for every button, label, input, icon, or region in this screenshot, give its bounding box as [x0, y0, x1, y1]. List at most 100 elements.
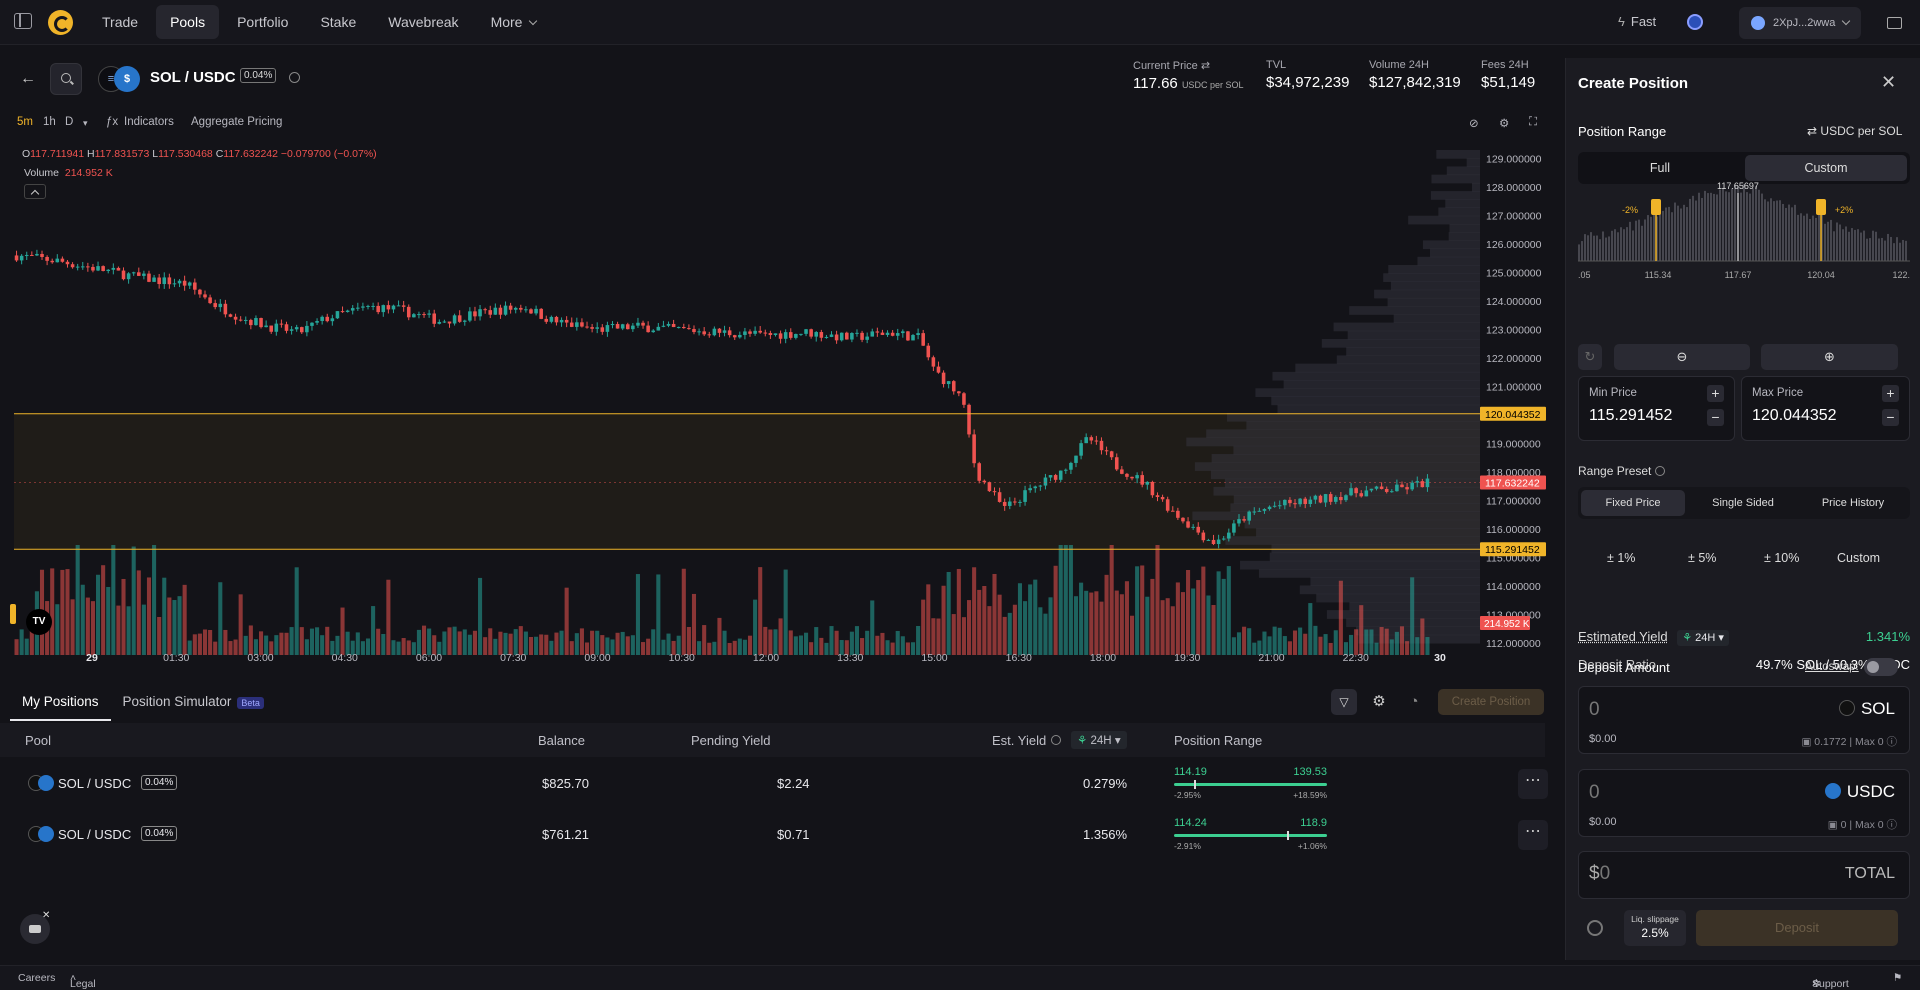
fast-mode-button[interactable]: ϟ Fast — [1618, 14, 1656, 29]
max-price-increment[interactable]: + — [1882, 385, 1899, 402]
chat-close-icon[interactable]: ✕ — [42, 910, 50, 921]
preset-5pct[interactable]: ± 5% — [1688, 551, 1716, 565]
table-row[interactable]: SOL / USDC 0.04% $825.70 $2.24 0.279% 11… — [10, 759, 1545, 809]
liquidity-profile-bar — [1246, 421, 1480, 430]
row-fee-badge: 0.04% — [141, 826, 177, 841]
nav-stake[interactable]: Stake — [306, 5, 370, 39]
yield-period-dropdown[interactable]: ⚘ 24H ▾ — [1071, 731, 1127, 749]
nav-more[interactable]: More — [477, 5, 551, 39]
volume-bar — [865, 631, 869, 655]
filter-icon[interactable]: ▽ — [1331, 689, 1357, 715]
footer-legal[interactable]: Legal ˄ — [70, 972, 76, 984]
app-logo[interactable] — [48, 10, 73, 35]
min-price-decrement[interactable]: − — [1707, 409, 1724, 426]
close-icon[interactable]: ✕ — [1881, 72, 1896, 93]
footer-legal-label: Legal — [70, 978, 96, 990]
max-price-label: Max Price — [1752, 387, 1803, 399]
nav-wavebreak[interactable]: Wavebreak — [374, 5, 472, 39]
candle-body — [147, 274, 151, 282]
usdc-amount-input[interactable]: 0 — [1589, 782, 1600, 804]
reset-zoom-icon[interactable]: ↻ — [1578, 344, 1602, 370]
liquidity-histogram[interactable]: 117.65697 -2% +2% .05 115.34 117.67 120.04 122. — [1578, 173, 1910, 303]
indicators-icon[interactable]: ƒx — [106, 116, 118, 128]
min-price-input[interactable]: 115.291452 — [1589, 407, 1672, 425]
interval-1h[interactable]: 1h — [43, 116, 56, 128]
zoom-out-icon: ⊖ — [1677, 349, 1688, 364]
inbox-icon[interactable] — [1881, 13, 1907, 33]
zoom-in-button[interactable]: ⊕ — [1761, 344, 1898, 370]
volume-bar — [651, 629, 655, 655]
refresh-timer-icon[interactable] — [1587, 920, 1603, 936]
tradingview-logo[interactable]: TV — [26, 609, 52, 635]
est-yield-period-dropdown[interactable]: ⚘ 24H ▾ — [1677, 630, 1729, 646]
preset-custom[interactable]: Custom — [1837, 551, 1880, 565]
preset-1pct[interactable]: ± 1% — [1607, 551, 1635, 565]
fullscreen-icon[interactable]: ⛶ — [1529, 116, 1537, 129]
row-more-menu-icon[interactable]: ⋯ — [1518, 769, 1548, 799]
nav-portfolio[interactable]: Portfolio — [223, 5, 302, 39]
collapse-legend-button[interactable] — [24, 184, 46, 199]
zoom-chart-icon[interactable]: ⊘ — [1469, 116, 1479, 130]
info-icon[interactable] — [1655, 466, 1665, 476]
us-flag-icon[interactable]: ⚑ — [1893, 972, 1902, 984]
candle-body — [881, 333, 885, 335]
chart-drag-handle[interactable] — [10, 604, 16, 624]
create-position-button[interactable]: Create Position — [1438, 689, 1544, 715]
info-icon[interactable]: ⓘ — [1887, 736, 1898, 748]
usdc-max-button[interactable]: Max 0 — [1855, 819, 1884, 831]
interval-chevron-down-icon[interactable]: ▾ — [83, 118, 88, 129]
refresh-spinner-icon[interactable]: ◔ — [1401, 689, 1427, 715]
search-button[interactable] — [50, 63, 82, 95]
row-more-menu-icon[interactable]: ⋯ — [1518, 820, 1548, 850]
autoswap-toggle[interactable] — [1864, 658, 1898, 676]
swap-arrows-icon[interactable]: ⇄ — [1201, 60, 1210, 72]
wallet-button[interactable]: 2XpJ...2wwa — [1739, 7, 1861, 39]
preset-10pct[interactable]: ± 10% — [1764, 551, 1799, 565]
sidebar-toggle-icon[interactable] — [14, 13, 32, 29]
tab-my-positions[interactable]: My Positions — [10, 683, 111, 721]
info-icon[interactable] — [289, 72, 300, 83]
preset-mode-toggle: Fixed Price Single Sided Price History — [1578, 487, 1910, 519]
row-balance: $761.21 — [542, 827, 589, 842]
preset-fixed-price[interactable]: Fixed Price — [1581, 490, 1685, 516]
volume-bar — [1064, 545, 1068, 655]
row-fee-badge: 0.04% — [141, 775, 177, 790]
footer-careers[interactable]: Careers — [18, 972, 55, 984]
aggregate-pricing-button[interactable]: Aggregate Pricing — [191, 116, 282, 128]
est-yield-info-icon[interactable] — [1051, 735, 1061, 745]
back-arrow-icon[interactable]: ← — [20, 70, 34, 84]
candle-body — [784, 332, 788, 339]
interval-5m[interactable]: 5m — [17, 116, 33, 128]
volume-bar — [300, 627, 304, 655]
nav-trade[interactable]: Trade — [88, 5, 152, 39]
chart-settings-icon[interactable]: ⚙ — [1499, 116, 1509, 130]
max-price-decrement[interactable]: − — [1882, 409, 1899, 426]
candle-body — [244, 320, 248, 321]
tab-position-simulator[interactable]: Position Simulator Beta — [111, 683, 276, 721]
info-icon[interactable]: ⓘ — [1887, 819, 1898, 831]
deposit-button[interactable]: Deposit — [1696, 910, 1898, 946]
settings-gear-icon[interactable]: ⚙ — [1366, 689, 1392, 715]
network-icon[interactable] — [1687, 14, 1703, 30]
price-chart[interactable]: 129.000000 128.000000 127.000000 126.000000… — [0, 136, 1560, 666]
candle-body — [621, 324, 625, 328]
sol-max-button[interactable]: Max 0 — [1855, 736, 1884, 748]
preset-single-sided[interactable]: Single Sided — [1691, 490, 1795, 516]
liquidity-profile-bar — [1388, 298, 1480, 307]
max-price-input[interactable]: 120.044352 — [1752, 407, 1837, 425]
slippage-button[interactable]: Liq. slippage 2.5% — [1624, 910, 1686, 946]
unit-toggle[interactable]: ⇄ USDC per SOL — [1807, 124, 1902, 138]
sol-deposit-box[interactable]: 0 SOL $0.00 ▣ 0.1772 | Max 0 ⓘ — [1578, 686, 1910, 754]
sol-amount-input[interactable]: 0 — [1589, 699, 1600, 721]
nav-pools[interactable]: Pools — [156, 5, 219, 39]
range-min-badge: 115.291452 — [1485, 544, 1540, 556]
usdc-deposit-box[interactable]: 0 USDC $0.00 ▣ 0 | Max 0 ⓘ — [1578, 769, 1910, 837]
candle-body — [142, 274, 146, 276]
zoom-out-button[interactable]: ⊖ — [1614, 344, 1750, 370]
indicators-button[interactable]: Indicators — [124, 116, 174, 128]
preset-price-history[interactable]: Price History — [1800, 490, 1906, 516]
table-row[interactable]: SOL / USDC 0.04% $761.21 $0.71 1.356% 11… — [10, 810, 1545, 860]
volume-bar — [442, 631, 446, 655]
min-price-increment[interactable]: + — [1707, 385, 1724, 402]
interval-d[interactable]: D — [65, 116, 73, 128]
